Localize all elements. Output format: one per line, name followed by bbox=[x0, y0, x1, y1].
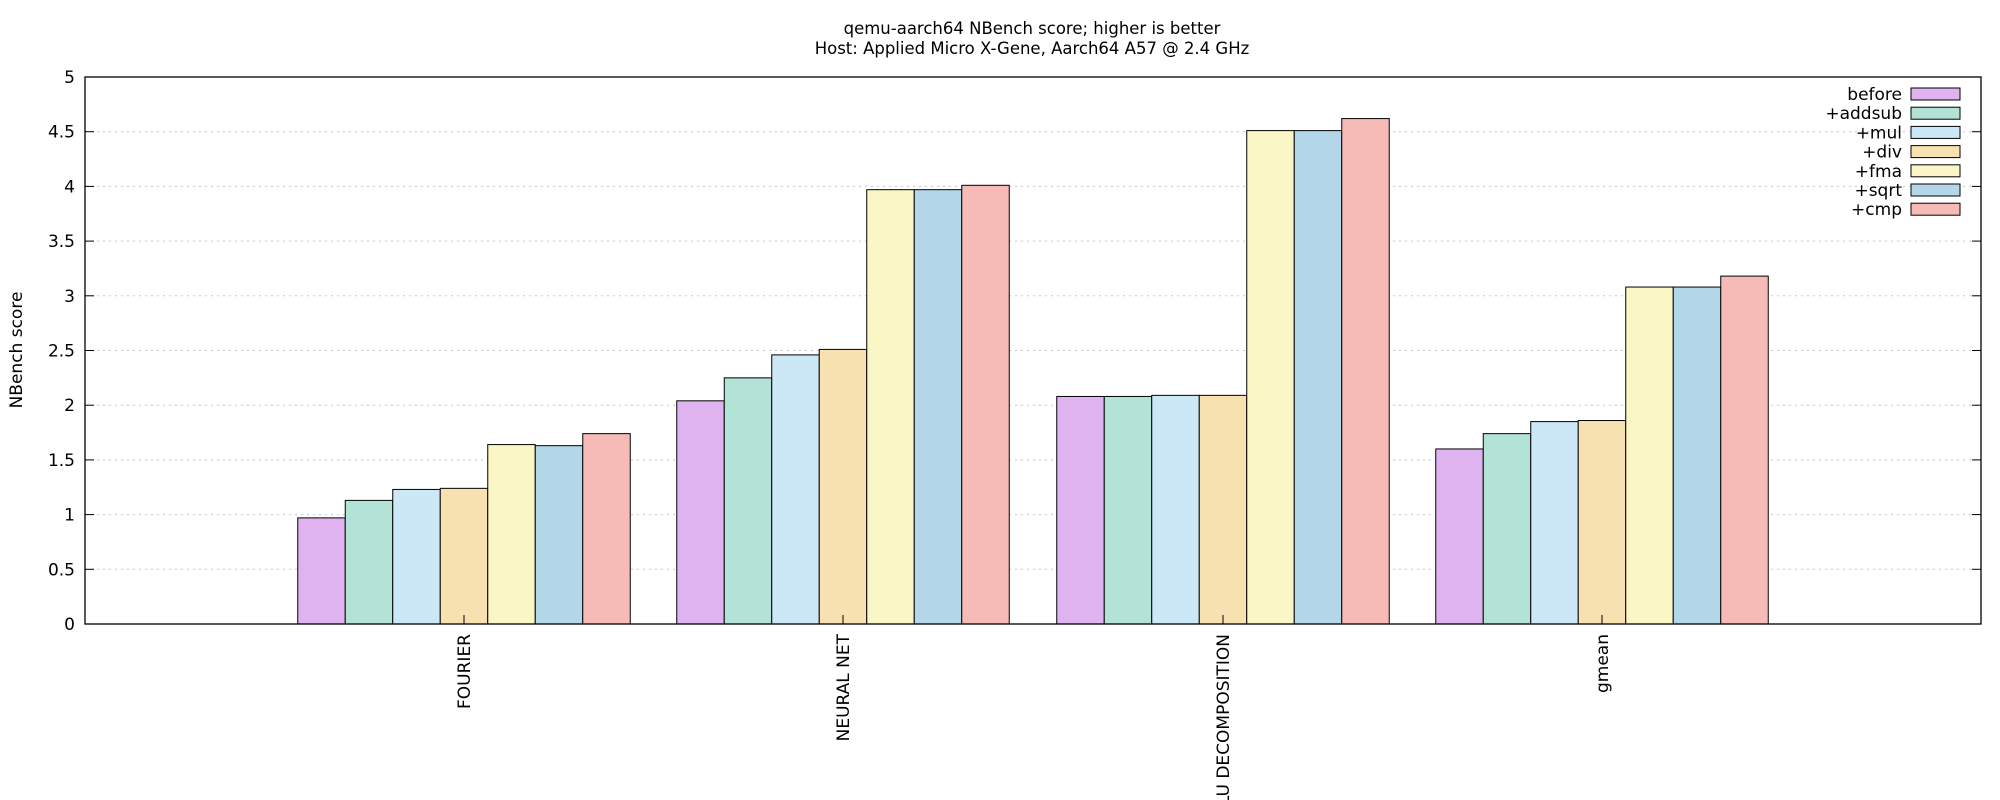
gridlines bbox=[85, 131, 1981, 570]
x-tick-label: FOURIER bbox=[455, 634, 475, 709]
y-tick-label: 4.5 bbox=[48, 123, 75, 143]
legend-swatch bbox=[1910, 87, 1961, 101]
bar-fma-fourier bbox=[487, 444, 536, 625]
bar-cmp-neural-net bbox=[961, 184, 1010, 625]
bar-sqrt-fourier bbox=[534, 445, 584, 625]
bar-div-fourier bbox=[439, 487, 489, 625]
bar-fma-lu-decomposition bbox=[1246, 130, 1295, 625]
bar-addsub-neural-net bbox=[723, 377, 773, 625]
y-tick-label: 4 bbox=[64, 177, 75, 197]
bars bbox=[297, 118, 1769, 625]
bar-before-neural-net bbox=[676, 400, 725, 625]
bar-mul-gmean bbox=[1530, 421, 1579, 625]
y-tick-label: 5 bbox=[64, 68, 75, 88]
bar-addsub-lu-decomposition bbox=[1103, 395, 1153, 625]
chart-subtitle: Host: Applied Micro X-Gene, Aarch64 A57 … bbox=[815, 39, 1250, 58]
y-tick-label: 2 bbox=[64, 396, 75, 416]
bar-before-fourier bbox=[297, 517, 346, 625]
legend-swatch bbox=[1910, 125, 1961, 139]
y-tick-label: 1 bbox=[64, 506, 75, 526]
bar-mul-fourier bbox=[392, 488, 441, 625]
bar-addsub-fourier bbox=[344, 499, 394, 625]
legend-swatch bbox=[1910, 183, 1961, 197]
bar-fma-neural-net bbox=[866, 189, 915, 625]
legend-label: +cmp bbox=[1851, 200, 1902, 220]
bar-before-gmean bbox=[1435, 448, 1484, 625]
bar-div-neural-net bbox=[818, 348, 868, 625]
legend-swatch bbox=[1910, 106, 1961, 120]
bar-mul-lu-decomposition bbox=[1151, 394, 1200, 625]
bar-div-lu-decomposition bbox=[1198, 394, 1248, 625]
legend: before+addsub+mul+div+fma+sqrt+cmp bbox=[1825, 85, 1961, 220]
y-tick-label: 3 bbox=[64, 287, 75, 307]
bar-cmp-fourier bbox=[582, 433, 631, 625]
bar-before-lu-decomposition bbox=[1056, 395, 1105, 625]
y-tick-label: 0.5 bbox=[48, 560, 75, 580]
bar-sqrt-lu-decomposition bbox=[1293, 130, 1343, 625]
x-tick-label: gmean bbox=[1593, 634, 1613, 693]
y-tick-label: 3.5 bbox=[48, 232, 75, 252]
legend-label: before bbox=[1847, 85, 1902, 105]
y-axis-label: NBench score bbox=[7, 292, 27, 409]
x-tick-label: LU DECOMPOSITION bbox=[1214, 634, 1234, 800]
x-tick-label: NEURAL NET bbox=[834, 633, 854, 741]
y-tick-label: 2.5 bbox=[48, 342, 75, 362]
legend-label: +addsub bbox=[1825, 104, 1902, 124]
legend-label: +fma bbox=[1855, 162, 1902, 182]
bar-sqrt-neural-net bbox=[913, 189, 963, 625]
bar-cmp-gmean bbox=[1720, 275, 1769, 625]
y-axis: 0 0.5 1 1.5 2 2.5 3 3.5 4 4.5 5 bbox=[48, 68, 1981, 635]
bar-cmp-lu-decomposition bbox=[1341, 118, 1390, 625]
legend-swatch bbox=[1910, 202, 1961, 216]
bar-div-gmean bbox=[1577, 420, 1627, 625]
x-axis: FOURIER NEURAL NET LU DECOMPOSITION gmean bbox=[455, 615, 1613, 800]
bar-mul-neural-net bbox=[771, 354, 820, 625]
chart-title: qemu-aarch64 NBench score; higher is bet… bbox=[844, 19, 1221, 38]
bar-fma-gmean bbox=[1625, 286, 1674, 625]
bar-addsub-gmean bbox=[1482, 433, 1532, 625]
legend-label: +mul bbox=[1856, 123, 1902, 143]
legend-swatch bbox=[1910, 164, 1961, 178]
legend-label: +div bbox=[1862, 143, 1902, 163]
legend-swatch bbox=[1910, 145, 1961, 159]
legend-label: +sqrt bbox=[1854, 181, 1902, 201]
y-tick-label: 1.5 bbox=[48, 451, 75, 471]
y-tick-label: 0 bbox=[64, 615, 75, 635]
bar-sqrt-gmean bbox=[1672, 286, 1722, 625]
